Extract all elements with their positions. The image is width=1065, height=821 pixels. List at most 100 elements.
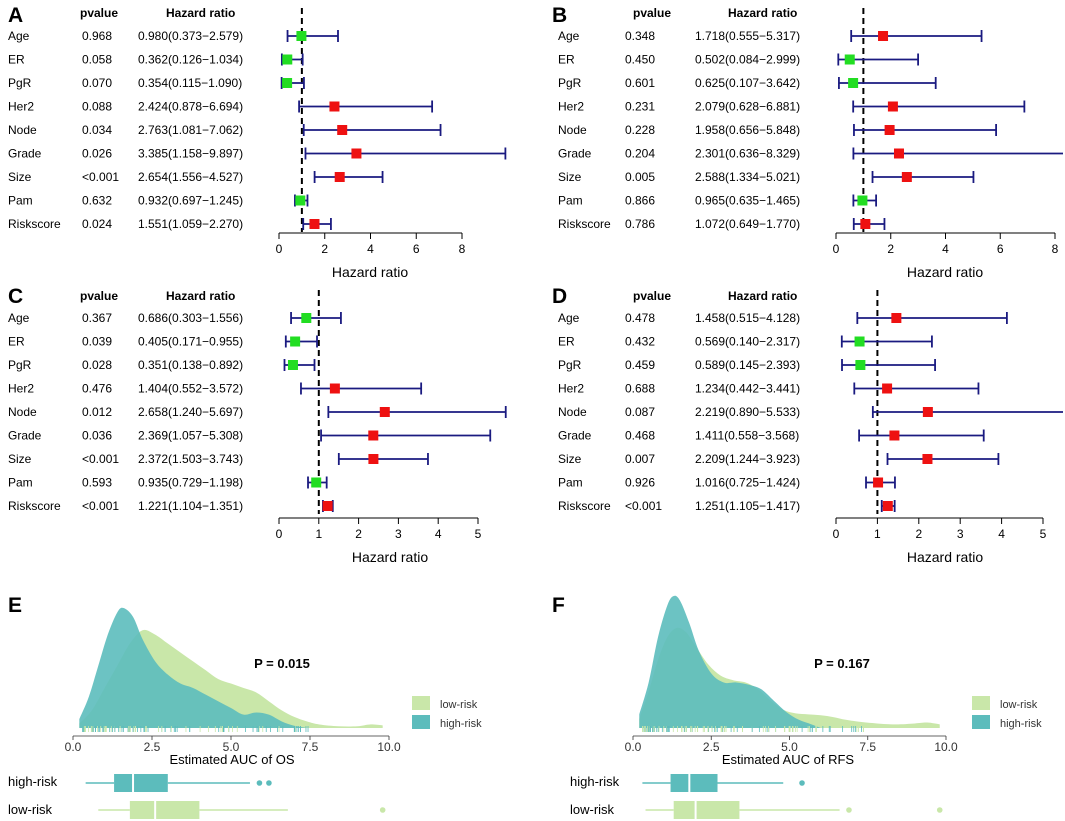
tick-label: 8: [1052, 242, 1059, 256]
legend: low-risk high-risk: [972, 696, 1042, 730]
hr-marker: [301, 313, 312, 323]
box-iqr: [114, 774, 168, 792]
box-outlier: [846, 807, 852, 813]
ci-whiskers: [840, 312, 1063, 512]
box-outlier: [379, 807, 386, 813]
ci-whiskers: [837, 30, 1063, 230]
row-hr-text: 2.372(1.503−3.743): [138, 452, 243, 466]
hr-marker: [368, 430, 379, 441]
tick-label: 5.0: [781, 740, 798, 754]
row-name: ER: [558, 335, 575, 349]
row-name: Age: [558, 311, 580, 325]
row-hr-text: 2.424(0.878−6.694): [138, 100, 243, 114]
hr-marker: [379, 407, 390, 417]
box-outlier: [256, 780, 263, 786]
tick-label: 0.0: [625, 740, 642, 754]
hr-marker: [884, 125, 895, 135]
density-plot-e: E 0.0 2.5 5.0 7.5 10.0 Estimated AUC of OS P…: [8, 594, 482, 819]
hr-marker: [311, 477, 322, 488]
hr-marker: [329, 101, 340, 112]
x-axis: 0.0 2.5 5.0 7.5 10.0: [65, 735, 401, 754]
row-hr-text: 0.569(0.140−2.317): [695, 335, 800, 349]
row-hr-text: 0.351(0.138−0.892): [138, 358, 243, 372]
row-hr-text: 1.234(0.442−3.441): [695, 382, 800, 396]
hr-marker: [334, 172, 345, 182]
tick-label: 2: [915, 527, 922, 541]
row-hr-text: 1.551(1.059−2.270): [138, 217, 243, 231]
row-hr-text: 2.588(1.334−5.021): [695, 170, 800, 184]
legend-swatch-high-risk: [972, 715, 990, 729]
row-hr-text: 1.016(0.725−1.424): [695, 476, 800, 490]
hr-marker: [860, 219, 871, 229]
box-iqr: [129, 801, 200, 819]
row-name: Riskscore: [8, 499, 61, 513]
legend: low-risk high-risk: [412, 696, 482, 730]
row-name: Node: [8, 123, 37, 137]
hr-marker: [901, 172, 912, 182]
box-label-low-risk: low-risk: [570, 802, 615, 817]
tick-label: 0: [276, 242, 283, 256]
row-hr-text: 0.980(0.373−2.579): [138, 29, 243, 43]
row-hr-text: 2.658(1.240−5.697): [138, 405, 243, 419]
hazard-ratio-header: Hazard ratio: [728, 6, 797, 20]
row-hr-text: 0.362(0.126−1.034): [138, 53, 243, 67]
row-pvalue: 0.866: [625, 194, 655, 208]
row-name: Node: [8, 405, 37, 419]
row-name: PgR: [558, 358, 582, 372]
hr-marker: [351, 148, 362, 159]
tick-label: 4: [435, 527, 442, 541]
hr-marker: [889, 430, 900, 441]
row-hr-text: 0.686(0.303−1.556): [138, 311, 243, 325]
hr-marker: [854, 336, 865, 347]
density-area-high-risk: [639, 595, 821, 728]
tick-label: 2: [321, 242, 328, 256]
row-hr-text: 1.404(0.552−3.572): [138, 382, 243, 396]
density-area-high-risk: [79, 607, 307, 728]
row-hr-text: 1.718(0.555−5.317): [695, 29, 800, 43]
p-value-label: P = 0.167: [814, 656, 870, 671]
row-pvalue: 0.088: [82, 100, 112, 114]
hr-marker: [290, 336, 301, 347]
x-axis-label: Hazard ratio: [332, 264, 408, 280]
box-outlier: [936, 807, 943, 813]
x-axis: 0 1 2 3 4 5: [833, 517, 1047, 541]
legend-swatch-low-risk: [412, 696, 430, 710]
row-pvalue: 0.204: [625, 147, 655, 161]
tick-label: 3: [957, 527, 964, 541]
legend-label-low-risk: low-risk: [1000, 699, 1038, 711]
legend-label-high-risk: high-risk: [440, 718, 482, 730]
row-hr-text: 0.589(0.145−2.393): [695, 358, 800, 372]
pvalue-header: pvalue: [633, 6, 671, 20]
row-name: Size: [558, 170, 582, 184]
tick-label: 0: [833, 527, 840, 541]
tick-label: 8: [459, 242, 466, 256]
x-axis: 0 2 4 6 8: [276, 232, 466, 256]
row-pvalue: 0.005: [625, 170, 655, 184]
x-axis-label: Hazard ratio: [352, 549, 428, 565]
tick-label: 4: [367, 242, 374, 256]
panel-letter-b: B: [552, 4, 567, 27]
row-name: Grade: [8, 147, 42, 161]
row-hr-text: 1.411(0.558−3.568): [695, 429, 799, 443]
row-pvalue: 0.024: [82, 217, 112, 231]
hazard-ratio-header: Hazard ratio: [166, 6, 235, 20]
tick-label: 0: [833, 242, 840, 256]
hr-marker: [857, 195, 868, 206]
tick-label: 3: [395, 527, 402, 541]
hazard-ratio-header: Hazard ratio: [728, 289, 797, 303]
legend-label-high-risk: high-risk: [1000, 718, 1042, 730]
hr-marker: [878, 31, 889, 41]
x-axis: 0 2 4 6 8: [833, 232, 1059, 256]
row-hr-text: 1.958(0.656−5.848): [695, 123, 800, 137]
row-name: Her2: [8, 382, 34, 396]
x-axis-label: Hazard ratio: [907, 549, 983, 565]
hr-marker: [922, 454, 933, 464]
box-iqr: [673, 801, 740, 819]
hr-marker: [882, 501, 893, 511]
tick-label: 10.0: [377, 740, 401, 754]
row-name: Age: [8, 29, 30, 43]
row-hr-text: 2.763(1.081−7.062): [138, 123, 243, 137]
row-pvalue: 0.036: [82, 429, 112, 443]
box-label-high-risk: high-risk: [8, 774, 58, 789]
